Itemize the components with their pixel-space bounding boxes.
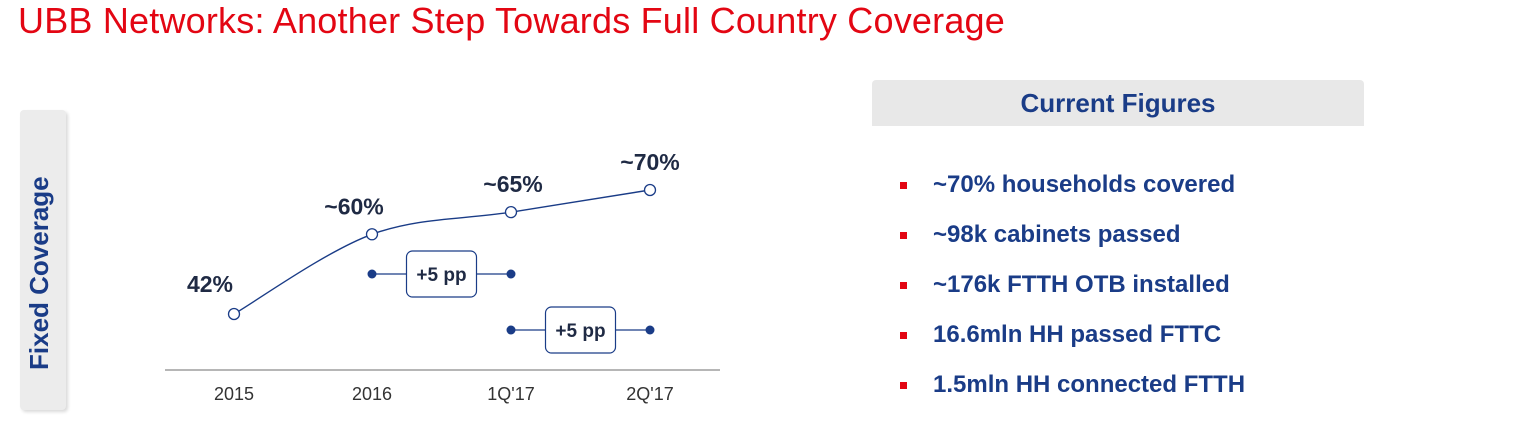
list-item: 1.5mln HH connected FTTH — [900, 360, 1245, 410]
data-label: ~60% — [324, 193, 383, 219]
panel-header: Current Figures — [872, 80, 1364, 126]
annotation-endpoint — [645, 325, 655, 335]
x-tick-label: 1Q'17 — [487, 384, 534, 404]
page-title: UBB Networks: Another Step Towards Full … — [18, 0, 1005, 41]
current-figures-list: ~70% households covered ~98k cabinets pa… — [900, 160, 1245, 410]
annotation-endpoint — [506, 325, 516, 335]
bullet-icon — [900, 231, 907, 239]
list-item: ~70% households covered — [900, 160, 1245, 210]
annotation-label: +5 pp — [555, 321, 605, 342]
annotation-endpoint — [367, 269, 377, 279]
data-label: ~65% — [483, 171, 542, 197]
list-item: 16.6mln HH passed FTTC — [900, 310, 1245, 360]
annotation-label: +5 pp — [416, 265, 466, 286]
bullet-icon — [900, 381, 907, 389]
annotation-box — [405, 250, 478, 298]
data-point — [227, 307, 241, 321]
list-item: ~176k FTTH OTB installed — [900, 260, 1245, 310]
data-point — [365, 228, 379, 241]
panel-title: Current Figures — [1020, 88, 1216, 118]
list-item: ~98k cabinets passed — [900, 210, 1245, 260]
change-annotation: +5 pp — [367, 250, 516, 298]
change-annotation: +5 pp — [506, 306, 655, 354]
annotation-box — [544, 306, 617, 354]
data-point — [504, 205, 518, 219]
data-label: ~70% — [620, 149, 679, 175]
bullet-icon — [900, 181, 907, 189]
x-tick-label: 2016 — [352, 384, 392, 404]
x-tick-label: 2Q'17 — [626, 384, 673, 404]
bullet-icon — [900, 331, 907, 339]
annotation-endpoint — [506, 269, 516, 279]
bullet-icon — [900, 281, 907, 289]
data-point — [643, 183, 657, 197]
data-label: 42% — [187, 271, 233, 297]
series-line — [233, 189, 651, 315]
side-tab — [20, 110, 66, 410]
x-tick-label: 2015 — [214, 384, 254, 404]
